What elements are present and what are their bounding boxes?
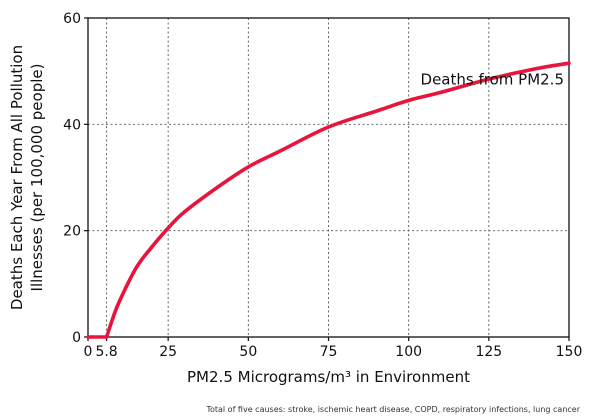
x-tick-label: 75 xyxy=(320,344,338,360)
x-axis-ticks: 0 5.8 25 50 75 100 125 150 xyxy=(84,337,583,360)
x-axis-title: PM2.5 Micrograms/m³ in Environment xyxy=(187,368,470,386)
series-layer: Deaths from PM2.5 xyxy=(86,61,571,339)
y-axis-title-line-1: Deaths Each Year From All Pollution xyxy=(8,45,26,310)
y-tick-label: 0 xyxy=(72,330,81,346)
x-tick-label: 0 xyxy=(84,344,93,360)
y-axis-title-line-2: Illnesses (per 100,000 people) xyxy=(28,64,46,292)
x-tick-label: 25 xyxy=(159,344,177,360)
y-axis-ticks: 0 20 40 60 xyxy=(63,11,88,346)
x-tick-label: 5.8 xyxy=(95,344,117,360)
x-tick-label: 50 xyxy=(239,344,257,360)
x-tick-label: 150 xyxy=(556,344,583,360)
y-tick-label: 20 xyxy=(63,224,81,240)
x-tick-label: 100 xyxy=(395,344,422,360)
footnote: Total of five causes: stroke, ischemic h… xyxy=(205,405,580,414)
series-line-deaths-pm25 xyxy=(86,61,571,339)
y-tick-label: 40 xyxy=(63,117,81,133)
x-tick-label: 125 xyxy=(475,344,502,360)
gridlines xyxy=(88,18,569,337)
series-label: Deaths from PM2.5 xyxy=(421,70,564,88)
y-tick-label: 60 xyxy=(63,11,81,27)
